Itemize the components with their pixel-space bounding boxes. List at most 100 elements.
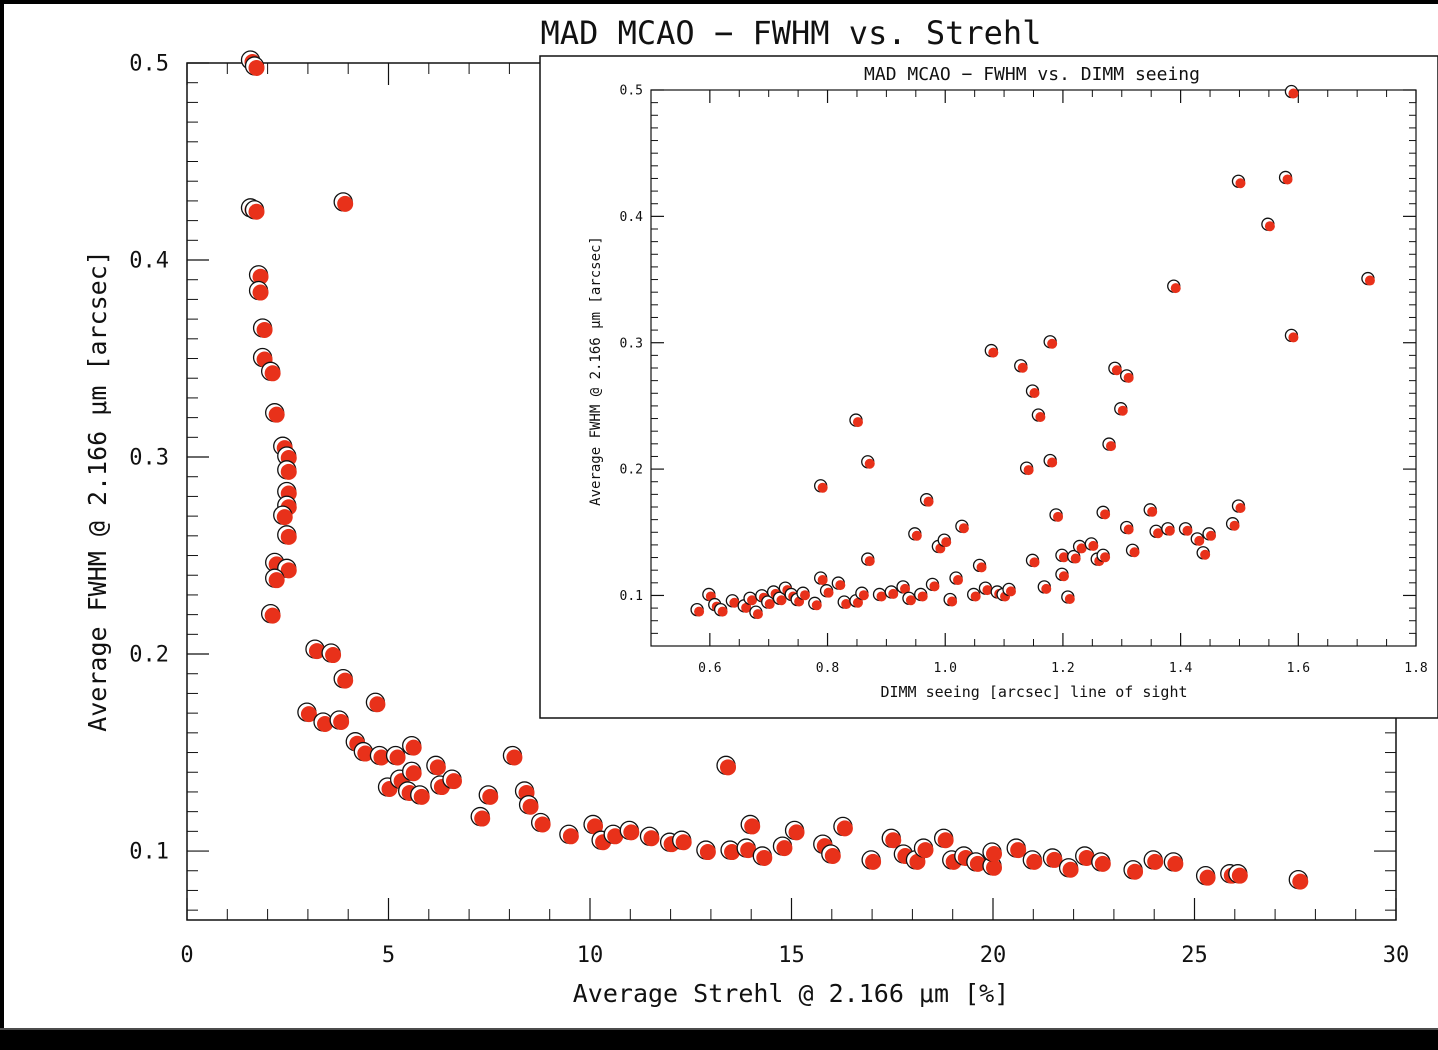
data-point [1229, 520, 1240, 531]
data-point [888, 588, 899, 599]
data-point [923, 496, 934, 507]
data-point [587, 818, 604, 835]
data-point [1153, 528, 1164, 539]
data-point [953, 575, 963, 586]
data-point [1064, 593, 1075, 604]
data-point [357, 745, 374, 762]
main-y-axis-label: Average FWHM @ 2.166 μm [arcsec] [83, 250, 112, 732]
data-point [248, 203, 265, 220]
data-point [1058, 571, 1069, 582]
y-tick-label: 0.2 [620, 463, 643, 478]
data-point [876, 591, 887, 602]
data-point [1100, 552, 1111, 563]
data-point [699, 844, 716, 861]
data-point [1235, 178, 1246, 189]
data-point [1041, 583, 1052, 594]
data-point [482, 788, 499, 805]
data-point [823, 587, 834, 598]
data-point [1127, 863, 1144, 880]
data-point [389, 749, 406, 766]
data-point [1076, 543, 1087, 554]
data-point [1235, 503, 1246, 513]
data-point [252, 268, 269, 285]
data-point [744, 818, 761, 835]
data-point [1053, 511, 1064, 522]
data-point [373, 749, 390, 766]
data-point [317, 715, 334, 732]
data-point [1094, 855, 1111, 872]
data-point [1023, 465, 1034, 476]
data-point [1147, 853, 1164, 870]
data-point [1026, 853, 1043, 870]
data-point [1364, 275, 1375, 286]
data-point [817, 575, 828, 586]
x-tick-label: 1.6 [1287, 661, 1310, 676]
inset-x-axis-label: DIMM seeing [arcsec] line of sight [880, 683, 1187, 701]
inset-tick-labels: 0.6 0.8 1.0 1.2 1.4 1.6 1.8 0.1 0.2 0.3 0.4 0.5 [620, 84, 1428, 676]
x-tick-label: 10 [577, 943, 604, 968]
data-point [1164, 525, 1175, 536]
data-point [958, 523, 969, 534]
y-tick-label: 0.5 [129, 52, 169, 77]
data-point [1129, 547, 1140, 558]
data-point [976, 562, 987, 573]
data-point [1200, 549, 1211, 560]
x-tick-label: 1.8 [1404, 661, 1427, 676]
data-point [474, 810, 491, 827]
data-point [1167, 855, 1184, 872]
data-point [1123, 524, 1134, 535]
data-point [911, 530, 922, 541]
data-point [752, 609, 763, 620]
data-point [1078, 849, 1095, 866]
data-point [405, 765, 422, 782]
data-point [264, 365, 281, 382]
data-point [1106, 441, 1116, 452]
data-point [865, 853, 882, 870]
data-point [675, 834, 692, 851]
data-point [929, 581, 940, 592]
x-tick-label: 0 [180, 943, 193, 968]
data-point [852, 417, 863, 428]
main-tick-labels: 0 5 10 15 20 25 30 0.1 0.2 0.3 0.4 0.5 [129, 52, 1409, 968]
data-point [841, 599, 852, 610]
data-point [445, 773, 462, 790]
data-point [300, 706, 317, 723]
data-point [724, 844, 741, 861]
inset-chart-title: MAD MCAO − FWHM vs. DIMM seeing [864, 64, 1200, 85]
data-point [369, 696, 386, 713]
data-point [885, 832, 902, 849]
data-point [740, 842, 757, 859]
data-point [1182, 525, 1193, 536]
data-point [1123, 372, 1134, 383]
data-point [824, 847, 841, 864]
data-point [1005, 586, 1016, 597]
data-point [982, 585, 993, 596]
main-chart-title: MAD MCAO − FWHM vs. Strehl [541, 14, 1042, 52]
data-point [1199, 869, 1216, 886]
y-tick-label: 0.1 [129, 840, 169, 865]
data-point [941, 537, 952, 548]
x-tick-label: 25 [1181, 943, 1208, 968]
inset-chart: MAD MCAO − FWHM vs. DIMM seeing 0.6 0.8 1.… [539, 55, 1438, 719]
data-point [308, 643, 325, 660]
data-point [1088, 540, 1099, 551]
data-point [776, 840, 793, 857]
data-point [1029, 388, 1040, 399]
x-tick-label: 1.0 [933, 661, 956, 676]
y-tick-label: 0.4 [620, 210, 644, 225]
data-point [1117, 405, 1128, 416]
data-point [280, 562, 297, 579]
data-point [562, 828, 579, 845]
data-point [1047, 457, 1058, 468]
data-point [1282, 174, 1293, 185]
data-point [1288, 88, 1299, 99]
data-point [900, 583, 911, 594]
x-tick-label: 30 [1383, 943, 1410, 968]
data-point [947, 596, 958, 607]
x-tick-label: 0.8 [816, 661, 839, 676]
x-tick-label: 20 [980, 943, 1007, 968]
data-point [1062, 861, 1079, 878]
data-point [756, 849, 773, 866]
data-point [1111, 365, 1122, 376]
